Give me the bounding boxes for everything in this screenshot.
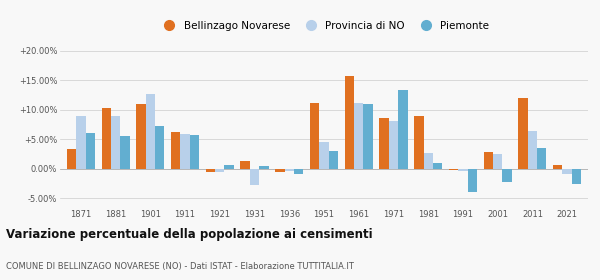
Text: COMUNE DI BELLINZAGO NOVARESE (NO) - Dati ISTAT - Elaborazione TUTTITALIA.IT: COMUNE DI BELLINZAGO NOVARESE (NO) - Dat…	[6, 262, 354, 271]
Bar	[259, 166, 269, 169]
Text: Variazione percentuale della popolazione ai censimenti: Variazione percentuale della popolazione…	[6, 228, 373, 241]
Bar	[294, 169, 304, 174]
Bar	[398, 90, 407, 169]
Bar	[76, 116, 86, 169]
Bar	[493, 154, 502, 169]
Bar	[310, 103, 319, 169]
Bar	[67, 150, 76, 169]
Bar	[379, 118, 389, 169]
Bar	[364, 104, 373, 169]
Bar	[449, 169, 458, 170]
Bar	[241, 161, 250, 169]
Bar	[181, 134, 190, 169]
Bar	[171, 132, 181, 169]
Bar	[424, 153, 433, 169]
Bar	[389, 121, 398, 169]
Bar	[414, 116, 424, 169]
Bar	[319, 142, 329, 169]
Bar	[190, 135, 199, 169]
Bar	[502, 169, 512, 183]
Bar	[224, 165, 234, 169]
Bar	[275, 169, 284, 172]
Bar	[250, 169, 259, 185]
Bar	[518, 98, 528, 169]
Bar	[101, 108, 111, 169]
Bar	[86, 133, 95, 169]
Bar	[120, 136, 130, 169]
Bar	[562, 169, 572, 174]
Bar	[136, 104, 146, 169]
Bar	[344, 76, 354, 169]
Bar	[284, 169, 294, 171]
Bar	[155, 126, 164, 169]
Bar	[215, 169, 224, 172]
Bar	[111, 116, 120, 169]
Bar	[354, 103, 364, 169]
Bar	[572, 169, 581, 184]
Bar	[553, 165, 562, 169]
Bar	[433, 163, 442, 169]
Bar	[206, 169, 215, 172]
Bar	[329, 151, 338, 169]
Bar	[528, 130, 537, 169]
Bar	[467, 169, 477, 192]
Legend: Bellinzago Novarese, Provincia di NO, Piemonte: Bellinzago Novarese, Provincia di NO, Pi…	[158, 21, 490, 31]
Bar	[146, 94, 155, 169]
Bar	[458, 169, 467, 171]
Bar	[537, 148, 547, 169]
Bar	[484, 152, 493, 169]
